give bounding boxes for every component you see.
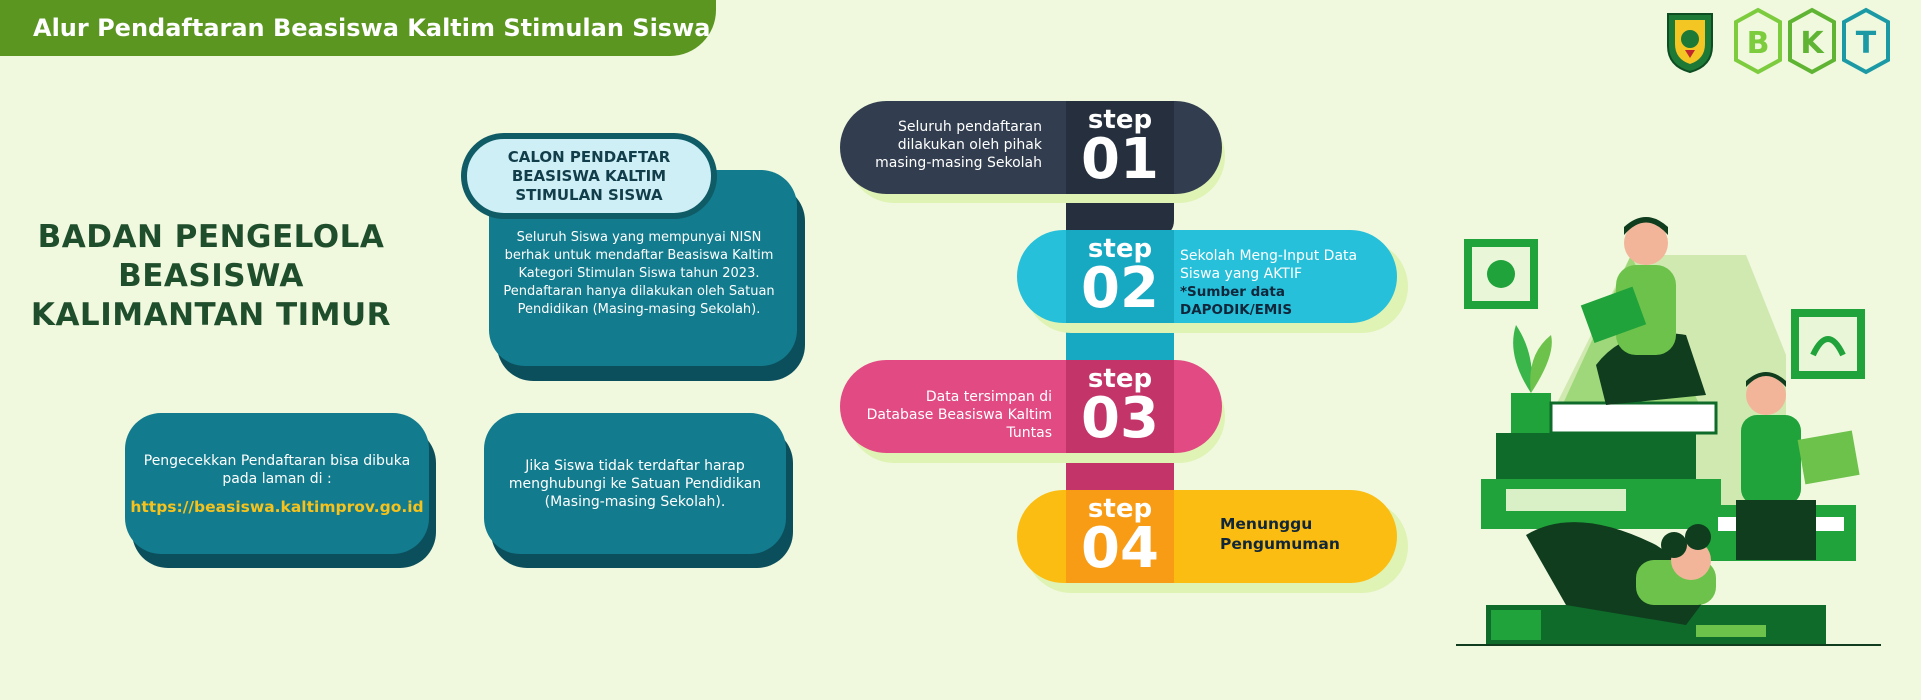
step-3-word: step: [1087, 364, 1153, 394]
headphone-frame-icon: [1791, 309, 1865, 379]
book-stack-top: [1496, 433, 1696, 479]
step-2-note: *Sumber data DAPODIK/EMIS: [1180, 284, 1293, 318]
contact-card: Jika Siswa tidak terdaftar harap menghub…: [484, 413, 786, 554]
kaltim-emblem-icon: [1667, 13, 1713, 74]
check-text: Pengecekkan Pendaftaran bisa dibuka pada…: [143, 452, 411, 487]
step-4-pill: step 04 Menunggu Pengumuman: [1017, 490, 1397, 583]
logo-letter-t: T: [1856, 26, 1877, 61]
step-4-word: step: [1087, 494, 1153, 524]
step-3-number: 03: [1081, 386, 1159, 451]
step-1-word: step: [1087, 105, 1153, 135]
student-reading-figure: [1580, 217, 1706, 405]
students-studying-illustration: [1456, 217, 1881, 646]
bkt-hex-logos: [1734, 7, 1890, 75]
step-3-text: Data tersimpan di Database Beasiswa Kalt…: [866, 389, 1052, 441]
check-card: Pengecekkan Pendaftaran bisa dibuka pada…: [125, 413, 429, 554]
sun-frame-icon: [1464, 239, 1538, 309]
page-title: Alur Pendaftaran Beasiswa Kaltim Stimula…: [33, 14, 711, 42]
step-1-number: 01: [1081, 127, 1159, 192]
student-laptop-figure: [1736, 372, 1860, 560]
check-link[interactable]: https://beasiswa.kaltimprov.go.id: [130, 497, 424, 516]
step-4-number: 04: [1081, 516, 1159, 581]
logo-letter-k: K: [1800, 26, 1825, 61]
candidate-title-badge: CALON PENDAFTAR BEASISWA KALTIM STIMULAN…: [461, 133, 717, 219]
step-2-main-text: Sekolah Meng-Input Data Siswa yang AKTIF: [1180, 248, 1358, 282]
step-2-badge: step 02: [1066, 230, 1174, 323]
organization-name: BADAN PENGELOLA BEASISWA KALIMANTAN TIMU…: [30, 219, 392, 333]
step-2-pill: step 02 Sekolah Meng-Input Data Siswa ya…: [1017, 230, 1397, 323]
step-3-badge: step 03: [1066, 360, 1174, 453]
step-2-text: Sekolah Meng-Input Data Siswa yang AKTIF…: [1180, 247, 1370, 319]
candidate-description: Seluruh Siswa yang mempunyai NISN berhak…: [503, 230, 775, 317]
logo-letter-b: B: [1747, 26, 1770, 61]
candidate-title: CALON PENDAFTAR BEASISWA KALTIM STIMULAN…: [507, 147, 671, 204]
brand-logos: B K T: [1667, 7, 1890, 75]
header-bar: Alur Pendaftaran Beasiswa Kaltim Stimula…: [0, 0, 716, 56]
step-1-pill: step 01 Seluruh pendaftaran dilakukan ol…: [840, 101, 1222, 194]
step-2-number: 02: [1081, 256, 1159, 321]
step-4-badge: step 04: [1066, 490, 1174, 583]
step-2-word: step: [1087, 234, 1153, 264]
step-3-pill: step 03 Data tersimpan di Database Beasi…: [840, 360, 1222, 453]
step-4-text: Menunggu Pengumuman: [1220, 515, 1340, 553]
step-1-text: Seluruh pendaftaran dilakukan oleh pihak…: [875, 119, 1042, 171]
logo-group: B K T: [1663, 6, 1899, 78]
student-lying-figure: [1526, 522, 1766, 637]
contact-text: Jika Siswa tidak terdaftar harap menghub…: [508, 457, 762, 510]
plant-icon: [1511, 325, 1552, 433]
step-1-badge: step 01: [1066, 101, 1174, 194]
